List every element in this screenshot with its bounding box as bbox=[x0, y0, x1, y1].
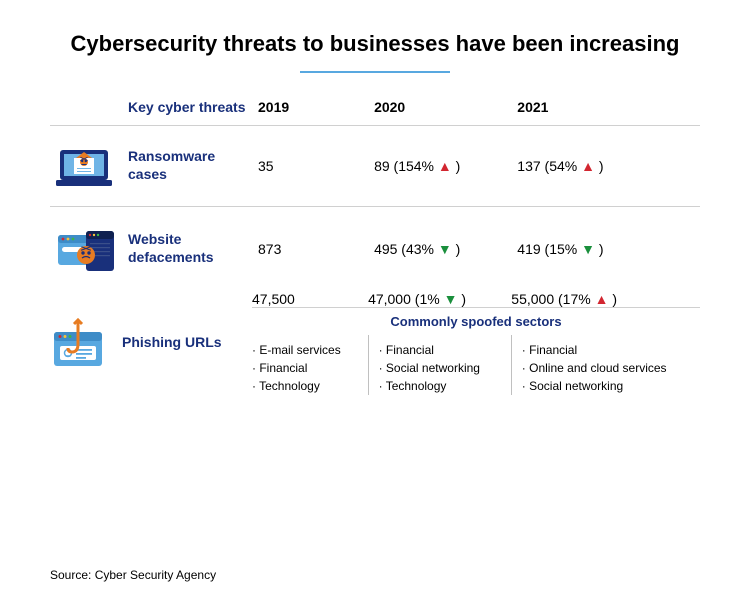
source-note: Source: Cyber Security Agency bbox=[50, 568, 216, 582]
threats-table: Key cyber threats 2019 2020 2021 bbox=[50, 91, 700, 395]
year-2019: 2019 bbox=[252, 91, 368, 126]
year-2020: 2020 bbox=[368, 91, 511, 126]
defacement-label: Website defacements bbox=[122, 206, 252, 291]
defacement-icon bbox=[56, 225, 116, 273]
arrow-up-icon: ▲ bbox=[595, 291, 609, 307]
phishing-2019: 47,500 bbox=[252, 291, 368, 308]
phishing-row: Phishing URLs 47,500 47,000 (1% ▼ ) 55,0… bbox=[50, 291, 700, 308]
ransomware-2020: 89 (154% ▲ ) bbox=[368, 125, 511, 206]
phishing-label: Phishing URLs bbox=[122, 291, 252, 395]
table-header-row: Key cyber threats 2019 2020 2021 bbox=[50, 91, 700, 126]
phishing-icon bbox=[50, 318, 122, 368]
arrow-up-icon: ▲ bbox=[438, 158, 452, 174]
arrow-down-icon: ▼ bbox=[581, 241, 595, 257]
arrow-down-icon: ▼ bbox=[444, 291, 458, 307]
spoofed-col-2019: · E-mail services · Financial · Technolo… bbox=[252, 335, 368, 395]
ransomware-row: Ransomware cases 35 89 (154% ▲ ) 137 (54… bbox=[50, 125, 700, 206]
defacement-2020: 495 (43% ▼ ) bbox=[368, 206, 511, 291]
page-title: Cybersecurity threats to businesses have… bbox=[50, 30, 700, 59]
accent-divider bbox=[300, 71, 450, 73]
phishing-2021: 55,000 (17% ▲ ) bbox=[511, 291, 700, 308]
arrow-up-icon: ▲ bbox=[581, 158, 595, 174]
spoofed-col-2020: · Financial · Social networking · Techno… bbox=[368, 335, 511, 395]
ransomware-icon bbox=[56, 144, 116, 188]
defacement-2021: 419 (15% ▼ ) bbox=[511, 206, 700, 291]
spoofed-header: Commonly spoofed sectors bbox=[252, 307, 700, 335]
phishing-2020: 47,000 (1% ▼ ) bbox=[368, 291, 511, 308]
defacement-row: Website defacements 873 495 (43% ▼ ) 419… bbox=[50, 206, 700, 291]
ransomware-2021: 137 (54% ▲ ) bbox=[511, 125, 700, 206]
defacement-2019: 873 bbox=[252, 206, 368, 291]
ransomware-2019: 35 bbox=[252, 125, 368, 206]
year-2021: 2021 bbox=[511, 91, 700, 126]
key-threats-label: Key cyber threats bbox=[122, 91, 252, 126]
ransomware-label: Ransomware cases bbox=[122, 125, 252, 206]
arrow-down-icon: ▼ bbox=[438, 241, 452, 257]
spoofed-col-2021: · Financial · Online and cloud services … bbox=[511, 335, 700, 395]
